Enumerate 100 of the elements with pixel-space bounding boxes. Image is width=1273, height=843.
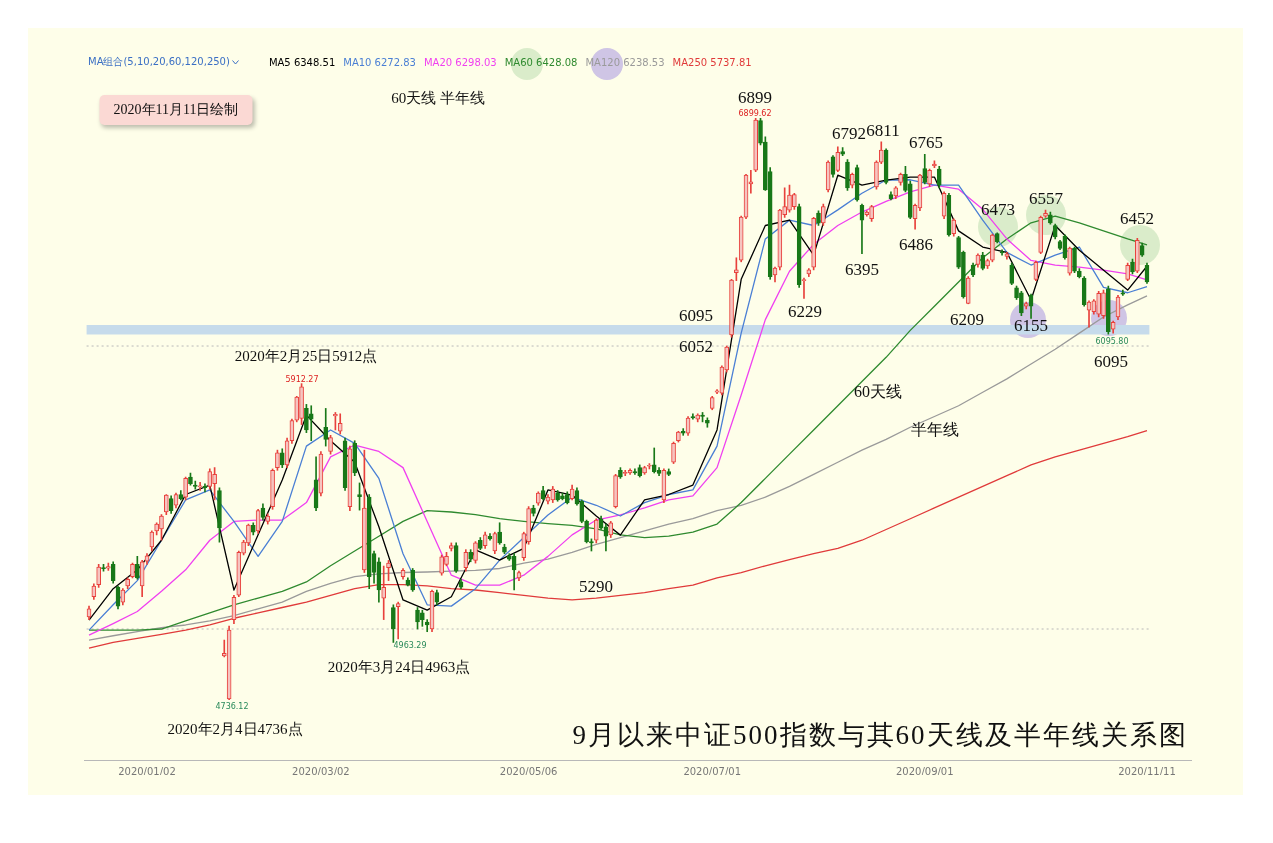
candlestick <box>381 565 387 620</box>
candlestick <box>787 184 792 213</box>
candlestick <box>1067 246 1073 276</box>
candlestick <box>555 490 560 502</box>
candlestick <box>154 522 159 536</box>
candlestick <box>985 258 990 269</box>
candlestick <box>1106 285 1111 335</box>
legend-title: MA组合(5,10,20,60,120,250) <box>88 56 230 67</box>
candlestick <box>477 537 483 550</box>
text: MA250 5737.81 <box>672 56 752 68</box>
candlestick <box>497 522 502 545</box>
candlestick <box>845 159 850 191</box>
annotation: 6095 <box>1094 352 1128 373</box>
text: MA10 6272.83 <box>343 56 416 68</box>
x-tick-label: 2020/09/01 <box>895 765 954 777</box>
candlestick <box>362 449 367 573</box>
candlestick <box>816 210 821 226</box>
candlestick <box>1096 291 1102 318</box>
text: MA120 6238.53 <box>585 56 665 68</box>
annotation: 6095.80 <box>1095 336 1129 346</box>
candlestick <box>197 482 203 491</box>
x-tick-label: 2020/03/02 <box>292 765 350 777</box>
annotation: 6229 <box>788 302 822 323</box>
candlestick <box>386 560 391 581</box>
candlestick <box>869 205 874 222</box>
candlestick <box>246 523 251 546</box>
candlestick <box>163 494 169 516</box>
candlestick <box>705 417 710 428</box>
candlestick <box>956 235 961 269</box>
candlestick <box>647 463 652 470</box>
candlestick <box>990 233 995 263</box>
candlestick <box>299 383 304 425</box>
candlestick <box>449 542 454 552</box>
annotation: 2020年2月25日5912点 <box>234 346 378 366</box>
candlestick <box>1019 291 1024 316</box>
candlestick <box>183 476 188 501</box>
annotation: 半年线 <box>911 419 959 440</box>
x-tick-label: 2020/11/11 <box>1118 765 1176 777</box>
candlestick <box>1014 285 1019 300</box>
candlestick <box>613 474 618 509</box>
candlestick <box>275 449 280 471</box>
candlestick <box>357 482 362 511</box>
candlestick <box>589 538 594 552</box>
text: 2020年2月4日4736点 <box>167 719 303 739</box>
candlestick <box>700 412 705 423</box>
candlestick <box>188 472 193 486</box>
candlestick <box>106 562 111 571</box>
candlestick <box>125 577 130 589</box>
text: 9月以来中证500指数与其60天线及半年线关系图 <box>572 719 1188 752</box>
annotation: 4736.12 <box>215 701 249 711</box>
text: MA60 6428.08 <box>504 56 578 68</box>
candlestick <box>420 609 425 627</box>
candlestick <box>1048 211 1053 225</box>
candlestick <box>473 541 478 564</box>
annotation: 6155 <box>1014 316 1048 337</box>
candlestick <box>811 217 816 271</box>
candlestick <box>531 504 536 517</box>
candlestick <box>1125 262 1130 281</box>
ref-line-label: 6052 <box>679 337 713 358</box>
candlestick <box>304 404 309 433</box>
candlestick <box>898 172 903 186</box>
annotation: 2020年3月24日4963点 <box>327 657 471 677</box>
annotation: 5290 <box>579 577 613 597</box>
candlestick <box>101 564 106 572</box>
candlestick <box>1077 268 1082 279</box>
text: MA5 6348.51 <box>268 56 336 68</box>
candlestick <box>961 250 966 299</box>
annotation: 6811 <box>866 120 900 141</box>
text: MA20 6298.03 <box>423 56 497 68</box>
annotation: 60天线 <box>854 381 902 402</box>
candlestick <box>1134 238 1140 273</box>
candlestick <box>212 467 217 501</box>
candlestick <box>690 413 696 420</box>
candlestick <box>642 465 647 475</box>
candlestick <box>874 160 879 190</box>
candlestick <box>135 556 140 580</box>
x-tick-label: 2020/05/06 <box>499 765 558 777</box>
candlestick <box>270 468 275 510</box>
band-label: 6095 <box>679 306 713 327</box>
annotation: 5912.27 <box>285 374 319 384</box>
annotation: 6452 <box>1120 209 1154 230</box>
candlestick <box>395 601 401 640</box>
candlestick <box>96 564 102 588</box>
candlestick <box>308 405 314 442</box>
annotation: 6765 <box>909 133 943 154</box>
candlestick <box>671 441 676 464</box>
annotation: 6473 <box>981 199 1015 220</box>
candlestick <box>729 278 734 338</box>
candlestick <box>999 249 1005 256</box>
x-tick-label: 2020/07/01 <box>683 765 742 777</box>
annotation: 6792 <box>832 124 866 144</box>
annotation: 6557 <box>1029 189 1063 210</box>
candlestick <box>439 554 444 576</box>
candlestick <box>840 147 845 156</box>
candlestick <box>1072 246 1077 273</box>
text: 60天线 半年线 <box>391 88 485 108</box>
candlestick <box>415 607 420 630</box>
annotation: 6395 <box>845 259 879 280</box>
candlestick <box>391 604 396 643</box>
candlestick <box>328 435 333 455</box>
